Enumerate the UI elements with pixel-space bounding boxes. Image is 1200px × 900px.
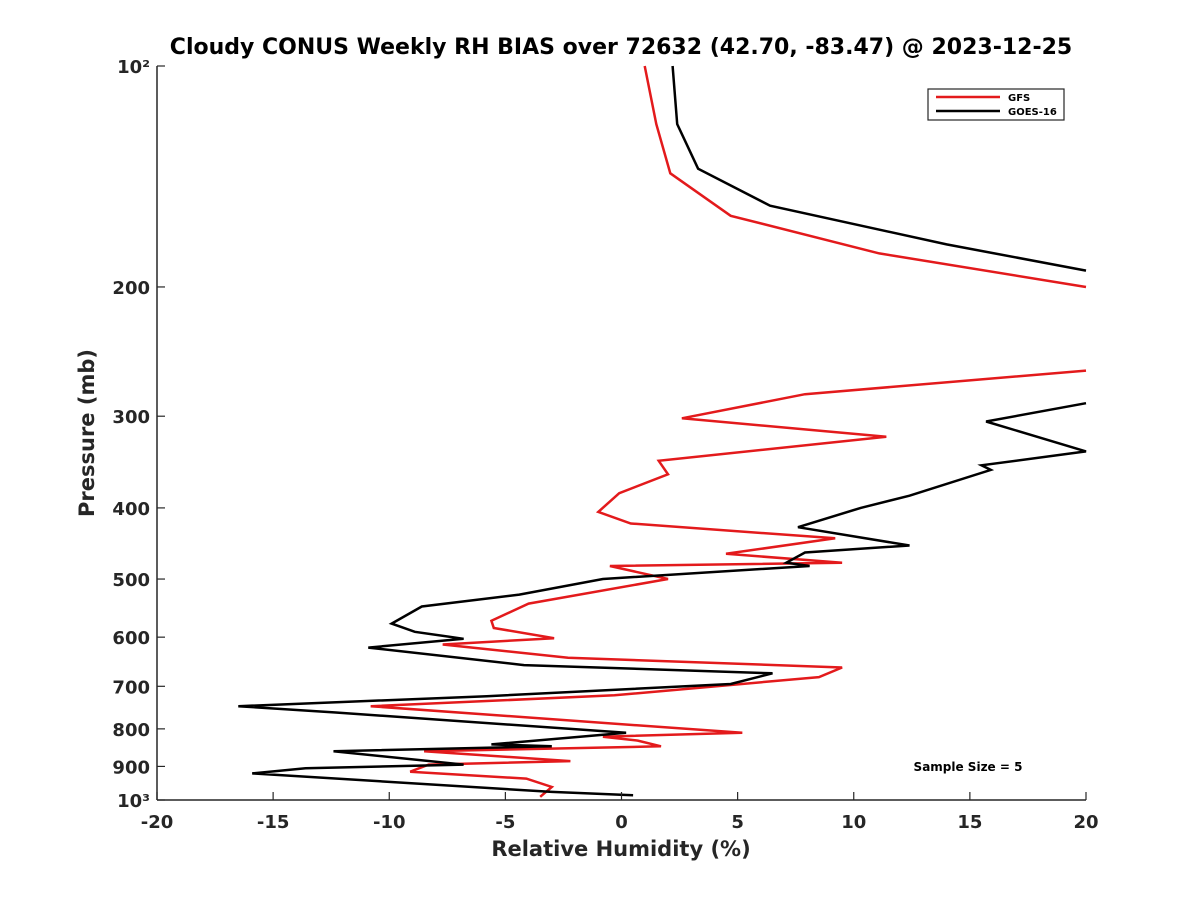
y-tick-label: 400 [112, 499, 150, 520]
x-tick-label: 0 [615, 812, 628, 833]
y-tick-label: 500 [112, 570, 150, 591]
sample-size-annotation: Sample Size = 5 [914, 760, 1023, 774]
y-tick-label: 700 [112, 677, 150, 698]
x-tick-label: -20 [141, 812, 174, 833]
legend: GFS GOES-16 [927, 88, 1065, 121]
y-tick-label: 600 [112, 628, 150, 649]
y-tick-label: 200 [112, 278, 150, 299]
series-line-goes16-3 [671, 65, 1087, 272]
legend-label-gfs: GFS [1008, 93, 1030, 104]
y-tick-label: 900 [112, 757, 150, 778]
x-tick-label: -5 [495, 812, 515, 833]
x-tick-label: 20 [1073, 812, 1098, 833]
series-line-gfs-0 [370, 369, 1087, 798]
x-axis-label: Relative Humidity (%) [491, 837, 750, 861]
x-tick-label: -10 [373, 812, 406, 833]
legend-box [927, 88, 1065, 121]
x-tick-label: -15 [257, 812, 290, 833]
x-ticks: -20 -15 -10 -5 0 5 10 15 20 [141, 792, 1099, 833]
plot-area: -20 -15 -10 -5 0 5 10 15 20 10² 200 300 400 500 600 70… [112, 57, 1098, 833]
chart-title: Cloudy CONUS Weekly RH BIAS over 72632 (… [170, 35, 1072, 60]
y-tick-label: 10² [117, 57, 150, 78]
x-tick-label: 10 [841, 812, 866, 833]
series-line-gfs-2 [643, 65, 1087, 289]
y-axis-label: Pressure (mb) [75, 349, 99, 517]
y-ticks: 10² 200 300 400 500 600 700 800 900 10³ [112, 57, 165, 812]
x-tick-label: 15 [957, 812, 982, 833]
series-layer [238, 65, 1087, 798]
y-tick-label: 800 [112, 720, 150, 741]
x-tick-label: 5 [731, 812, 744, 833]
series-line-goes16-1 [238, 401, 1087, 797]
y-tick-label: 300 [112, 407, 150, 428]
y-tick-label: 10³ [117, 791, 150, 812]
legend-label-goes16: GOES-16 [1008, 107, 1057, 118]
